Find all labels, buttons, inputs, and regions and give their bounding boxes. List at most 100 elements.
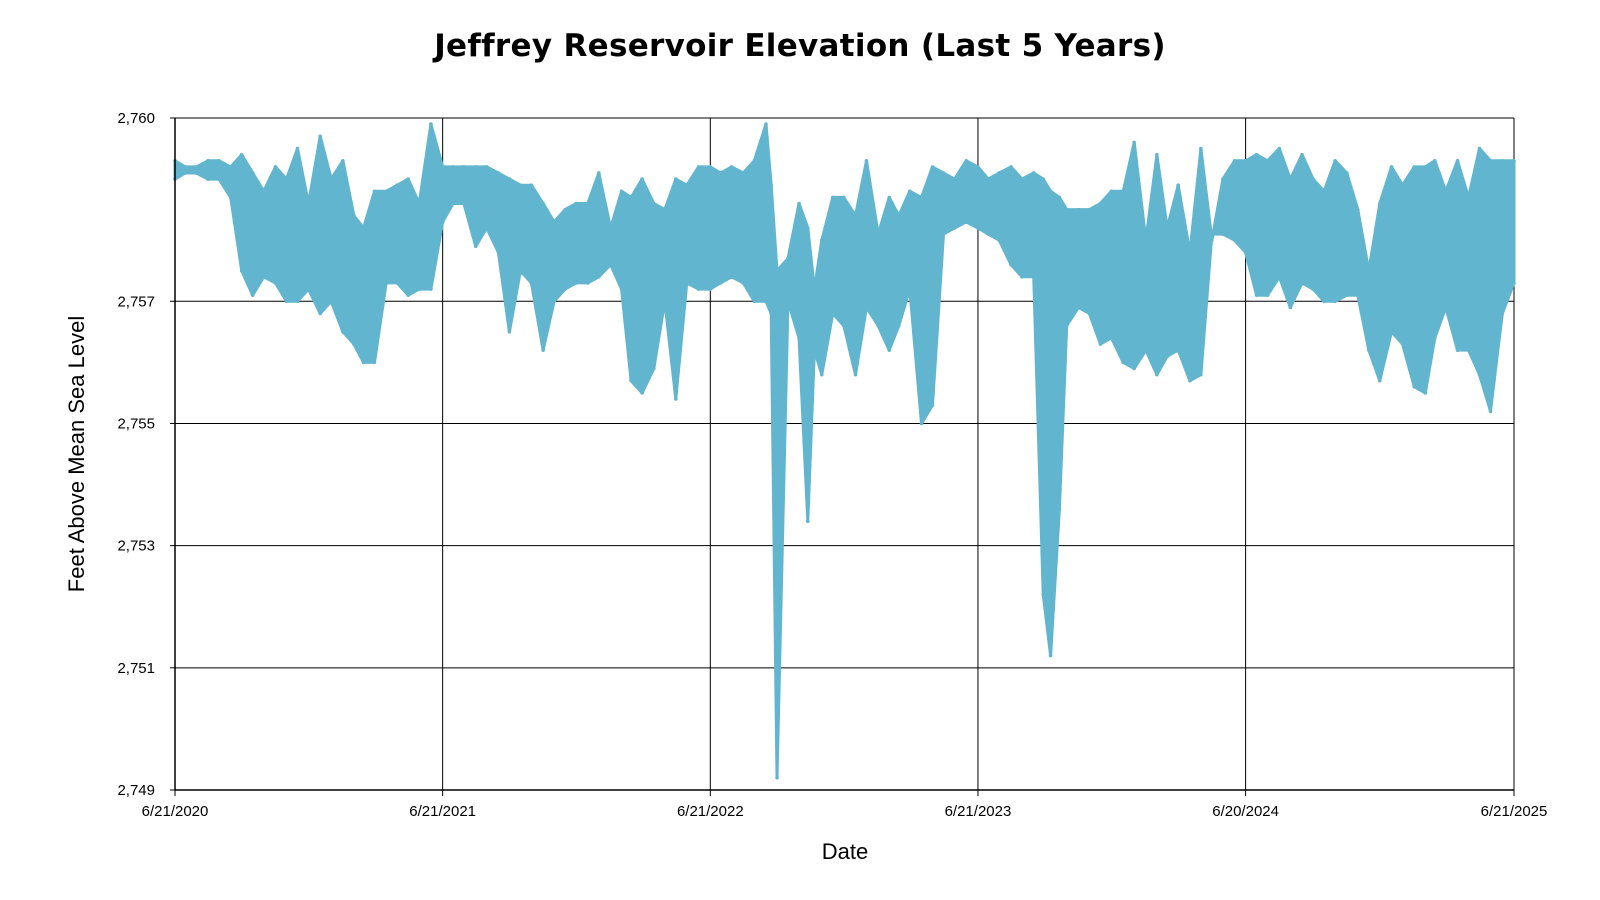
elevation-high-point [484,165,489,169]
elevation-high-point [1500,158,1505,163]
elevation-high-point [964,158,969,163]
elevation-high-point [440,165,445,169]
elevation-low-point [361,360,366,365]
elevation-low-point [769,311,773,316]
elevation-high-point [1144,238,1148,242]
elevation-low-point [1176,348,1180,352]
elevation-high-point [1188,250,1192,255]
chart-title: Jeffrey Reservoir Elevation (Last 5 Year… [434,28,1166,64]
elevation-low-point [1048,653,1053,658]
elevation-low-point [1243,250,1248,255]
elevation-low-point [1367,348,1371,352]
elevation-low-point [629,378,633,383]
elevation-high-point [652,201,656,206]
elevation-high-point [395,183,399,187]
elevation-low-point [830,311,835,316]
elevation-low-point [586,281,590,285]
elevation-low-point [440,220,445,224]
elevation-high-point [507,177,512,181]
elevation-low-point [964,220,969,224]
elevation-low-point [764,299,768,304]
elevation-high-point [1165,226,1169,230]
elevation-low-point [1345,293,1349,297]
elevation-high-point [329,177,333,181]
elevation-low-point [1041,592,1046,597]
elevation-low-point [786,299,790,304]
elevation-low-point [496,250,501,255]
elevation-high-point [417,201,421,206]
elevation-high-point [864,158,869,163]
elevation-low-point [741,281,746,285]
elevation-low-point [563,287,567,291]
elevation-high-point [830,195,835,200]
elevation-high-point [1109,189,1114,194]
elevation-low-point [729,275,734,279]
elevation-low-point [1277,275,1282,279]
elevation-high-point [797,201,801,206]
elevation-low-point [1423,391,1428,395]
elevation-high-point [1155,152,1159,157]
elevation-low-point [1400,342,1405,346]
y-tick-label: 2,757 [117,293,155,310]
elevation-low-point [718,281,723,285]
elevation-low-point [812,348,817,352]
elevation-high-point [1009,165,1013,169]
elevation-low-point [1265,293,1270,297]
elevation-low-point [217,177,221,181]
elevation-high-point [1098,201,1103,206]
elevation-low-point [1132,366,1136,371]
elevation-high-point [1064,207,1069,212]
elevation-low-point [619,287,624,291]
elevation-high-point [853,213,858,218]
elevation-high-point [261,189,266,194]
elevation-high-point [473,165,478,169]
elevation-high-point [1210,238,1214,242]
elevation-low-point [1188,378,1192,383]
elevation-low-point [1378,378,1382,383]
elevation-high-point [930,165,935,169]
elevation-high-point [896,213,901,218]
elevation-low-point [907,287,912,291]
elevation-high-point [786,256,790,261]
elevation-high-point [194,165,199,169]
elevation-high-point [183,165,188,169]
elevation-high-point [841,195,846,200]
elevation-high-point [708,165,713,169]
elevation-low-point [1488,409,1493,414]
elevation-low-point [306,287,311,291]
elevation-high-point [1020,177,1024,181]
elevation-high-point [1132,140,1136,145]
elevation-high-point [1444,189,1448,194]
elevation-high-point [341,158,345,163]
elevation-low-point [841,323,846,328]
elevation-low-point [395,281,399,285]
elevation-low-point [1311,287,1315,291]
elevation-high-point [1254,152,1259,157]
elevation-high-point [769,183,773,187]
elevation-low-point [518,268,523,273]
elevation-low-point [976,226,980,230]
elevation-low-point [1221,232,1225,236]
elevation-low-point [239,268,244,273]
elevation-low-point [1210,232,1214,236]
elevation-high-point [1455,158,1460,163]
elevation-low-point [819,372,824,377]
elevation-high-point [608,226,613,230]
elevation-high-point [819,238,824,242]
elevation-high-point [462,165,466,169]
elevation-low-point [1466,348,1471,352]
elevation-high-point [907,189,912,194]
elevation-low-point [194,171,199,175]
elevation-high-point [1176,183,1180,187]
elevation-high-point [1031,171,1036,175]
elevation-high-point [1288,177,1293,181]
elevation-low-point [462,201,466,206]
elevation-low-point [473,244,478,249]
elevation-low-point [429,287,433,291]
elevation-low-point [261,275,266,279]
elevation-high-point [685,183,689,187]
elevation-high-point [352,213,356,218]
elevation-low-point [1333,299,1337,304]
elevation-low-point [484,226,489,230]
elevation-high-point [518,183,523,187]
